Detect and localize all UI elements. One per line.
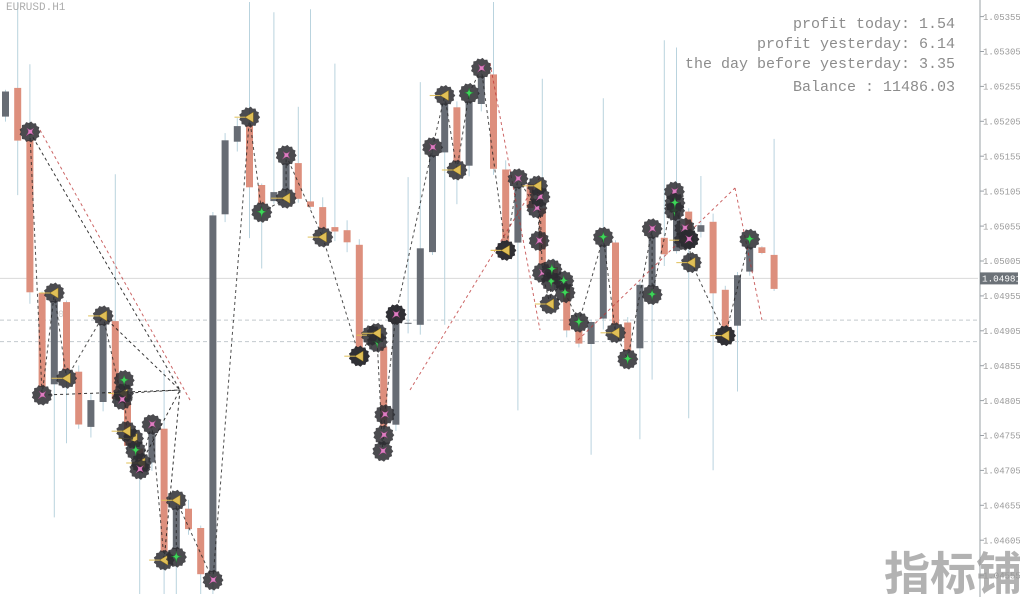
svg-text:1.04755: 1.04755: [983, 432, 1020, 442]
svg-text:1.04805: 1.04805: [983, 397, 1020, 407]
svg-text:1.05255: 1.05255: [983, 83, 1020, 93]
svg-text:1.05155: 1.05155: [983, 152, 1020, 162]
svg-text:1.04955: 1.04955: [983, 292, 1020, 302]
svg-text:the day before yesterday: 3.35: the day before yesterday: 3.35: [685, 56, 955, 73]
svg-text:profit today: 1.54: profit today: 1.54: [793, 16, 955, 33]
svg-text:1.04981: 1.04981: [982, 273, 1020, 284]
svg-text:1.05005: 1.05005: [983, 257, 1020, 267]
svg-text:1.05105: 1.05105: [983, 187, 1020, 197]
svg-text:1.05205: 1.05205: [983, 118, 1020, 128]
svg-text:Balance : 11486.03: Balance : 11486.03: [793, 79, 955, 96]
svg-text:1.05055: 1.05055: [983, 222, 1020, 232]
svg-text:1.04655: 1.04655: [983, 502, 1020, 512]
svg-text:指标铺: 指标铺: [884, 538, 1020, 597]
svg-text:1.05355: 1.05355: [983, 13, 1020, 23]
svg-text:1.04855: 1.04855: [983, 362, 1020, 372]
svg-text:1.05305: 1.05305: [983, 48, 1020, 58]
svg-text:EURUSD.H1: EURUSD.H1: [6, 2, 66, 14]
svg-text:1.04905: 1.04905: [983, 327, 1020, 337]
svg-text:1.04705: 1.04705: [983, 467, 1020, 477]
svg-text:profit yesterday: 6.14: profit yesterday: 6.14: [757, 36, 955, 53]
